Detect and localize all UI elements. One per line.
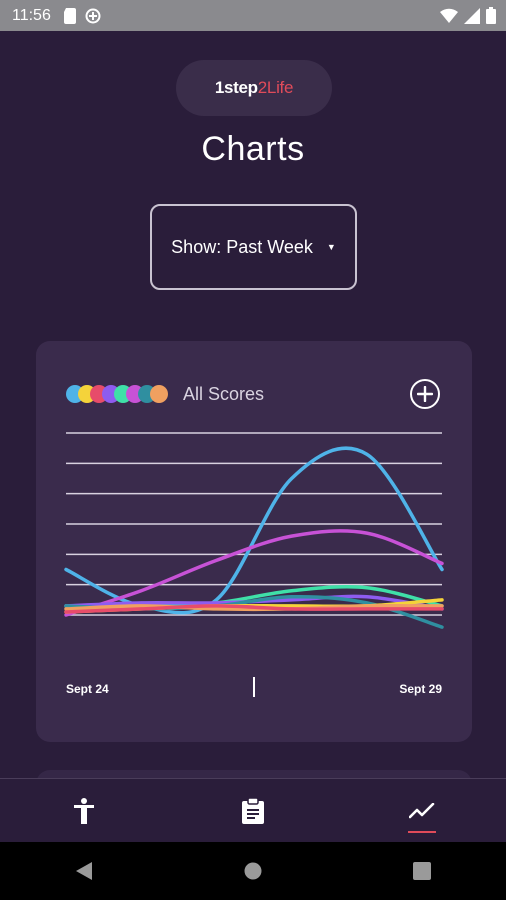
battery-icon <box>486 7 496 24</box>
range-selector-label: Show: Past Week <box>171 236 313 257</box>
back-icon <box>76 862 93 880</box>
wifi-icon <box>440 8 458 23</box>
line-chart <box>64 432 444 629</box>
sd-card-icon <box>63 7 76 24</box>
system-home-button[interactable] <box>223 842 283 900</box>
app-logo: 1step 2Life <box>176 60 332 116</box>
series-line-6 <box>64 603 444 612</box>
data-saver-icon <box>85 8 101 23</box>
chevron-down-icon: ▼ <box>326 242 336 252</box>
system-back-button[interactable] <box>54 842 114 900</box>
trending-icon <box>408 803 434 819</box>
accessibility-icon <box>74 798 95 824</box>
system-recents-button[interactable] <box>392 842 452 900</box>
system-nav-bar <box>0 842 506 900</box>
recents-icon <box>412 862 431 880</box>
clipboard-icon <box>241 798 264 824</box>
series-line-0 <box>64 446 444 615</box>
logo-accent: 2Life <box>257 78 294 97</box>
range-selector-dropdown[interactable]: Show: Past Week ▼ <box>150 204 357 290</box>
series-label: All Scores <box>183 384 265 404</box>
page-title: Charts <box>201 130 305 168</box>
chart-card: All Scores Sept 24 Sept 29 <box>36 341 472 742</box>
x-axis-label-start: Sept 24 <box>66 682 109 696</box>
series-color-dot <box>150 385 168 403</box>
plus-icon <box>417 386 433 402</box>
add-series-button[interactable] <box>410 379 440 409</box>
logo-prefix: 1step <box>214 78 258 97</box>
status-bar: 11:56 <box>0 0 506 31</box>
series-color-dots[interactable] <box>66 385 171 403</box>
signal-icon <box>464 7 480 24</box>
home-icon <box>244 862 262 880</box>
nav-charts[interactable] <box>392 781 452 841</box>
nav-accessibility[interactable] <box>54 781 114 841</box>
active-tab-indicator <box>407 831 436 833</box>
series-line-1 <box>64 529 444 617</box>
x-axis-divider <box>253 677 255 697</box>
series-line-7 <box>64 604 444 614</box>
bottom-nav <box>0 778 506 843</box>
x-axis-label-end: Sept 29 <box>399 682 442 696</box>
status-time: 11:56 <box>12 6 51 24</box>
nav-clipboard[interactable] <box>223 781 283 841</box>
